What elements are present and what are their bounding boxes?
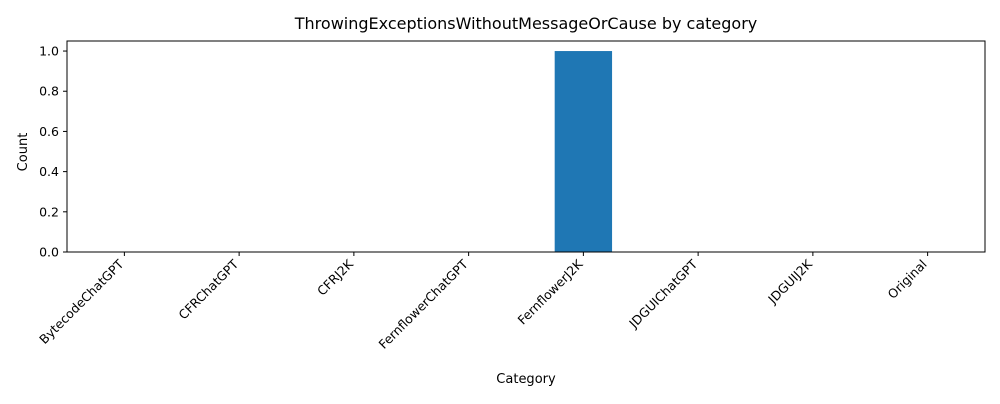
x-tick-label-JDGUIJ2K: JDGUIJ2K: [764, 256, 815, 307]
x-tick-label-FernflowerJ2K: FernflowerJ2K: [514, 256, 586, 328]
x-axis-label: Category: [496, 372, 556, 387]
plot-area: [66, 40, 986, 253]
y-tick-label: 0.6: [39, 124, 59, 139]
y-tick-label: 0.4: [39, 164, 59, 179]
x-tick-label-FernflowerChatGPT: FernflowerChatGPT: [376, 256, 471, 351]
x-axis: BytecodeChatGPT CFRChatGPT CFRJ2K Fernflowe…: [36, 252, 930, 352]
x-tick-label-CFRChatGPT: CFRChatGPT: [175, 256, 241, 322]
x-tick-label-BytecodeChatGPT: BytecodeChatGPT: [36, 256, 127, 347]
y-tick-label: 0.8: [39, 84, 59, 99]
y-axis-label: Count: [16, 133, 31, 172]
plot-frame: [66, 40, 986, 253]
x-tick-label-Original: Original: [885, 257, 930, 302]
x-tick-label-JDGUIChatGPT: JDGUIChatGPT: [625, 256, 700, 331]
y-tick-label: 0.0: [39, 245, 59, 260]
chart-title: ThrowingExceptionsWithoutMessageOrCause …: [294, 14, 757, 33]
y-tick-label: 1.0: [39, 44, 59, 59]
x-tick-label-CFRJ2K: CFRJ2K: [314, 256, 357, 299]
y-axis: 0.0 0.2 0.4 0.6 0.8 1.0: [39, 44, 67, 260]
y-tick-label: 0.2: [39, 204, 59, 219]
bar-FernflowerJ2K: [554, 51, 613, 252]
